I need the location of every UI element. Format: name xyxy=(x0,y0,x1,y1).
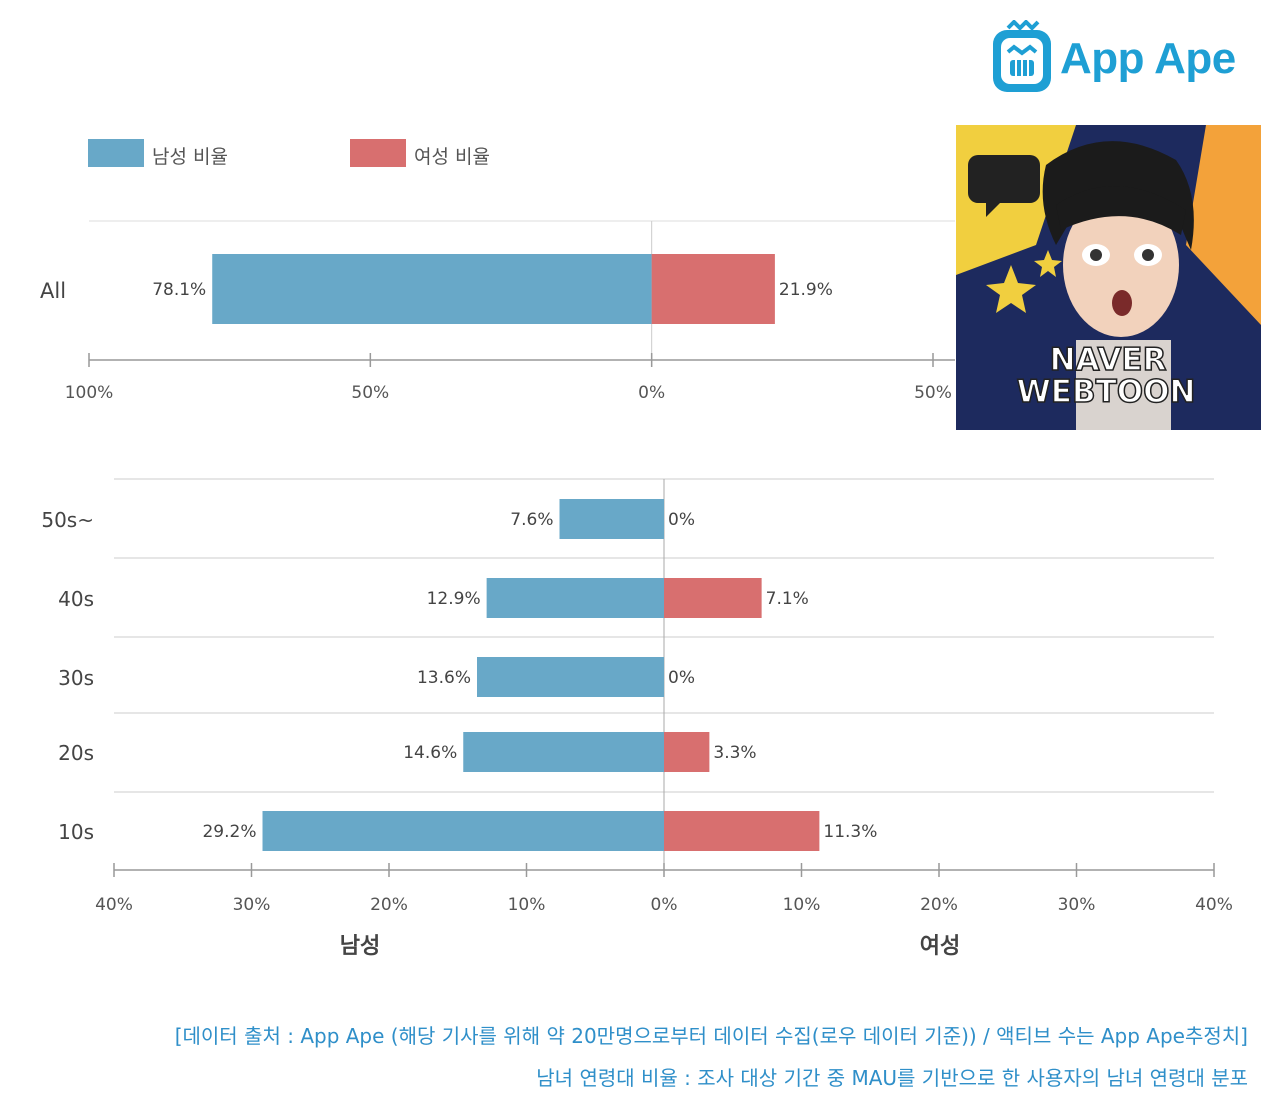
x-tick-label: 30% xyxy=(233,895,271,915)
x-tick-label: 100% xyxy=(65,383,114,403)
male-bar xyxy=(477,657,664,697)
thumbnail-line2: WEBTOON xyxy=(1017,374,1196,410)
category-label: 40s xyxy=(58,587,94,611)
data-source-note: [데이터 출처 : App Ape (해당 기사를 위해 약 20만명으로부터 … xyxy=(174,1024,1248,1048)
female-value-label: 7.1% xyxy=(766,589,809,609)
ratio-description-note: 남녀 연령대 비율 : 조사 대상 기간 중 MAU를 기반으로 한 사용자의 … xyxy=(536,1066,1248,1090)
female-value-label: 0% xyxy=(668,668,695,688)
x-tick-label: 10% xyxy=(783,895,821,915)
category-label: All xyxy=(40,279,66,303)
naver-webtoon-thumbnail: NAVER WEBTOON xyxy=(956,125,1261,430)
x-tick-label: 40% xyxy=(95,895,133,915)
legend-female-swatch xyxy=(350,139,406,167)
x-tick-label: 40% xyxy=(1195,895,1233,915)
thumbnail-line1: NAVER xyxy=(1050,342,1167,378)
x-tick-label: 10% xyxy=(508,895,546,915)
x-axis-label-male: 남성 xyxy=(340,934,380,959)
x-tick-label: 0% xyxy=(651,895,678,915)
female-bar xyxy=(651,254,775,324)
x-tick-label: 20% xyxy=(920,895,958,915)
x-tick-label: 0% xyxy=(638,383,665,403)
male-bar xyxy=(559,499,664,539)
x-tick-label: 50% xyxy=(351,383,389,403)
app-ape-mascot-icon xyxy=(993,20,1051,92)
x-tick-label: 30% xyxy=(1058,895,1096,915)
category-label: 10s xyxy=(58,820,94,844)
male-bar xyxy=(463,732,664,772)
male-value-label: 7.6% xyxy=(510,510,553,530)
x-tick-label: 20% xyxy=(370,895,408,915)
male-value-label: 29.2% xyxy=(202,822,256,842)
female-value-label: 11.3% xyxy=(823,822,877,842)
age-gender-chart: 40% 30% 20% 10% 0% 10% 20% 30% 40% 50s~ 7.6% 0% 40s 1… xyxy=(41,478,1233,959)
legend-male-label: 남성 비율 xyxy=(152,146,228,168)
female-bar xyxy=(664,811,820,851)
female-value-label: 0% xyxy=(668,510,695,530)
male-value-label: 12.9% xyxy=(427,589,481,609)
female-value-label: 3.3% xyxy=(713,743,756,763)
male-value-label: 14.6% xyxy=(403,743,457,763)
male-value-label: 78.1% xyxy=(152,280,206,300)
app-ape-logo xyxy=(990,20,1252,98)
male-bar xyxy=(262,811,664,851)
x-tick-label: 50% xyxy=(914,383,952,403)
female-value-label: 21.9% xyxy=(779,280,833,300)
female-bar xyxy=(664,732,710,772)
male-bar xyxy=(212,254,652,324)
category-label: 50s~ xyxy=(41,508,94,532)
brand-name: App Ape xyxy=(1060,34,1236,83)
category-label: 20s xyxy=(58,741,94,765)
overall-gender-chart: 100% 50% 0% 50% All 78.1% 21.9% xyxy=(40,220,955,403)
x-axis-label-female: 여성 xyxy=(920,934,960,959)
category-label: 30s xyxy=(58,666,94,690)
male-bar xyxy=(486,578,664,618)
male-value-label: 13.6% xyxy=(417,668,471,688)
female-bar xyxy=(664,578,762,618)
legend-female-label: 여성 비율 xyxy=(414,146,490,168)
legend-male-swatch xyxy=(88,139,144,167)
